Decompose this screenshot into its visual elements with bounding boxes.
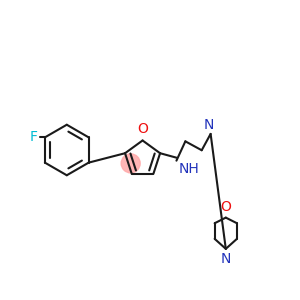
- Text: O: O: [220, 200, 231, 214]
- Text: N: N: [220, 252, 231, 266]
- Text: O: O: [137, 122, 148, 136]
- Text: N: N: [204, 118, 214, 132]
- Circle shape: [121, 154, 140, 173]
- Text: F: F: [29, 130, 38, 144]
- Text: NH: NH: [179, 161, 200, 176]
